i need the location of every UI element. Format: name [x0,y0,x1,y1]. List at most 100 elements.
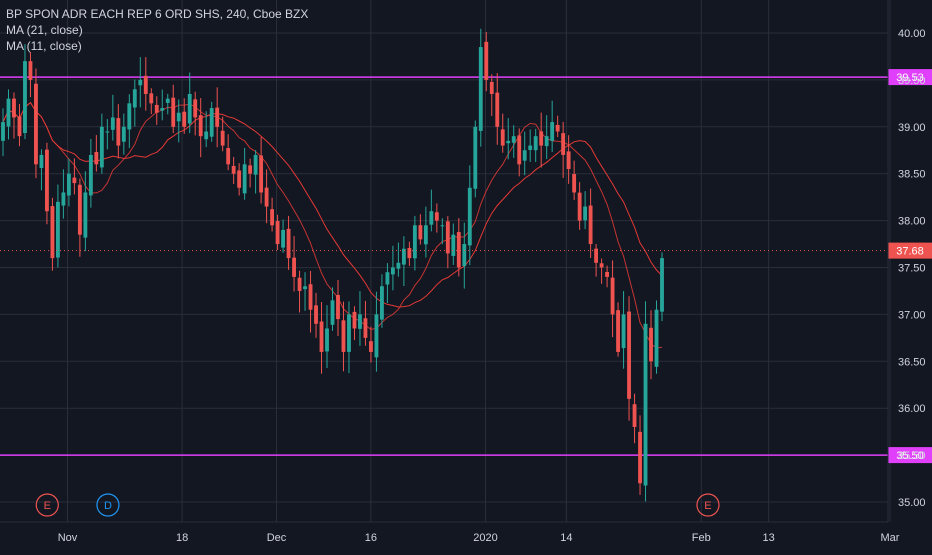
candle-body [434,212,439,221]
candle [154,96,159,125]
candle-body [347,314,351,352]
candle-body [517,135,522,165]
candle [220,116,225,152]
candle-body [660,258,664,312]
candle-body [242,164,247,194]
y-tick-label: 37.00 [898,309,926,321]
candle [478,28,483,147]
candle-body [555,124,560,132]
indicator-ma-11[interactable]: MA (11, close) [6,39,82,53]
time-axis: Nov 18 Dec 16 2020 14 Feb 13 Mar [0,521,900,544]
candle-body [193,99,198,118]
candle-body [83,192,88,238]
candle [352,306,357,341]
candle [462,222,467,289]
level-label-bg [888,69,932,86]
candle [418,214,423,245]
candle-body [253,154,258,175]
event-label: D [104,500,112,512]
candle-body [330,300,335,325]
candle-body [231,165,236,174]
candle [330,287,335,331]
candle [550,100,555,152]
candle [599,258,604,284]
candle-body [407,247,412,259]
ma-21-line [2,101,663,308]
candle-body [495,92,500,127]
horizontal-lines: 39.53 35.50 [0,69,932,464]
candle-body [1,122,5,141]
candle-body [314,305,318,324]
y-tick-label: 38.50 [898,169,926,181]
candle [616,302,620,357]
candle [308,270,313,333]
candle-body [182,111,187,127]
candle-body [572,174,577,193]
candle [385,263,390,304]
candle [511,125,516,158]
candle [627,296,631,421]
candle [143,57,148,111]
x-tick-label: 2020 [473,532,497,544]
candle-body [484,41,489,80]
candle-body [500,129,505,146]
candle [138,57,143,108]
candle [533,128,538,162]
candle-body [171,97,176,127]
candle [77,178,82,257]
candle-body [270,209,275,226]
candle [341,301,346,372]
candle-body [478,47,483,131]
grid [0,0,891,522]
candle [660,252,664,322]
candle-body [605,272,610,277]
candle [94,135,99,172]
level-label-bg [888,447,932,464]
candle-body [176,112,181,122]
candle [489,74,494,116]
candle-body [116,118,121,146]
candle-body [440,225,445,227]
candle [215,87,220,148]
candle-body [533,136,538,151]
indicator-ma-21[interactable]: MA (21, close) [6,23,83,37]
candle [319,302,324,374]
candle [407,241,412,266]
candle [286,215,291,270]
candle-body [72,177,77,184]
price-axis: 35.00 35.50 36.00 36.50 37.00 37.50 38.00 38.50… [887,0,926,522]
candle [429,189,434,232]
candle [226,134,231,171]
candle-body [154,104,159,113]
candle-body [39,154,44,168]
candle-body [621,314,626,349]
candle-body [303,286,307,290]
candle-body [616,310,620,352]
candle [237,163,242,196]
candle [270,197,275,232]
candle-body [160,108,165,111]
candle-body [215,107,220,127]
candle-body [286,228,291,259]
candle-body [34,83,38,165]
candle-body [451,234,456,256]
candle-body [627,311,631,399]
candle [456,218,461,277]
event-marker-E: E [696,493,720,517]
x-tick-label: Nov [58,532,78,544]
candle [506,118,511,160]
candle [572,160,577,201]
candle [1,108,5,157]
candle-body [275,221,280,245]
candle-body [281,229,285,248]
candle [171,84,176,134]
candle [390,245,395,291]
candle [325,305,329,369]
candle [34,68,38,179]
symbol-title: BP SPON ADR EACH REP 6 ORD SHS, 240, Cbo… [6,7,309,21]
candle [23,44,27,140]
candle [209,101,214,142]
candle [374,291,379,372]
